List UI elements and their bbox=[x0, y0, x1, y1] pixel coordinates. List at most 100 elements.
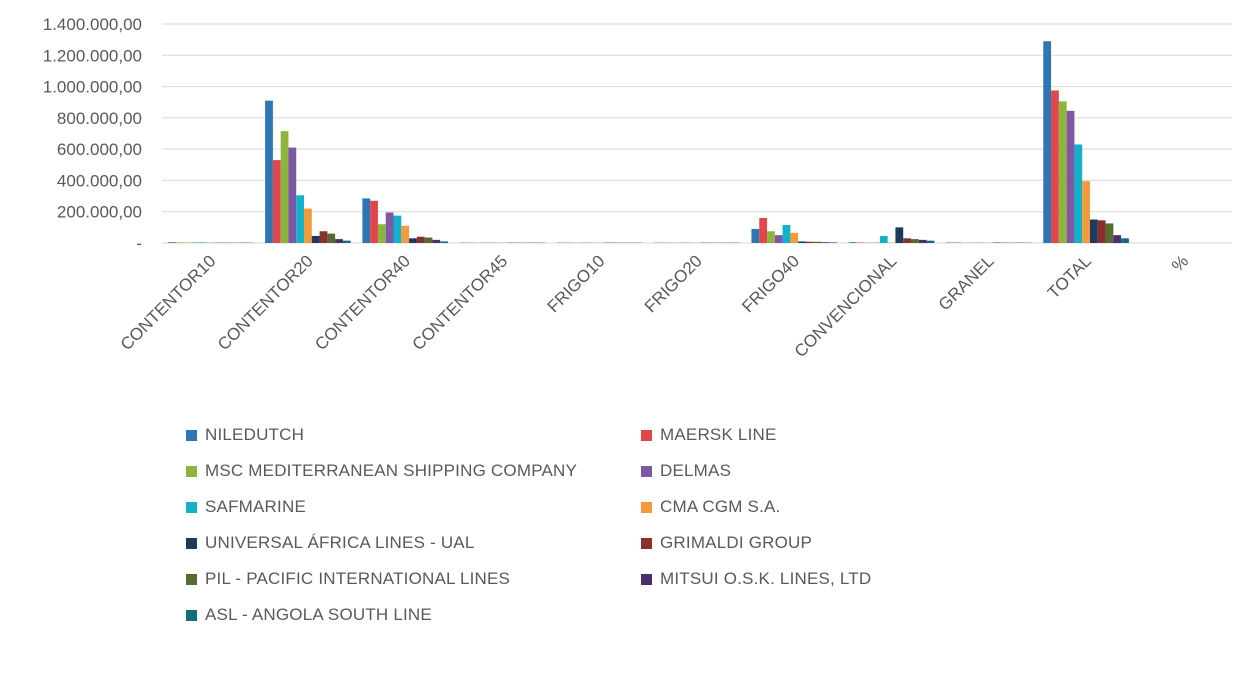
bar bbox=[198, 242, 207, 243]
bar bbox=[319, 231, 328, 243]
x-tick-label: CONTENTOR10 bbox=[117, 251, 220, 354]
bar bbox=[311, 235, 320, 243]
legend-swatch bbox=[641, 573, 652, 585]
bar bbox=[335, 239, 343, 243]
x-tick-label: CONTENTOR20 bbox=[214, 251, 317, 354]
bar bbox=[362, 198, 371, 243]
bar bbox=[265, 100, 273, 244]
x-tick-label: TOTAL bbox=[1044, 251, 1095, 302]
bar bbox=[759, 217, 768, 243]
legend-swatch bbox=[641, 465, 652, 477]
bar bbox=[1058, 101, 1067, 243]
bar bbox=[432, 239, 441, 243]
bar bbox=[895, 227, 904, 243]
y-tick-label: 1.400.000,00 bbox=[43, 15, 142, 34]
bar bbox=[280, 131, 289, 243]
bar bbox=[304, 208, 312, 243]
bar bbox=[401, 225, 410, 243]
bar bbox=[409, 238, 417, 243]
x-tick-label: % bbox=[1168, 251, 1192, 275]
bar bbox=[1097, 220, 1106, 243]
bar bbox=[370, 200, 378, 243]
y-tick-label: - bbox=[136, 234, 142, 253]
bar bbox=[751, 228, 760, 243]
bar bbox=[848, 242, 857, 243]
x-tick-label: CONTENTOR45 bbox=[409, 251, 512, 354]
bar bbox=[1066, 110, 1075, 243]
legend-label: SAFMARINE bbox=[205, 497, 306, 516]
bar bbox=[272, 160, 281, 243]
legend-item: SAFMARINE bbox=[186, 496, 306, 518]
legend-item: ASL - ANGOLA SOUTH LINE bbox=[186, 604, 432, 626]
bar bbox=[1113, 235, 1122, 243]
bar bbox=[790, 232, 799, 243]
x-tick-label: CONTENTOR40 bbox=[311, 251, 414, 354]
y-tick-label: 800.000,00 bbox=[57, 109, 142, 128]
bar bbox=[385, 212, 394, 243]
y-tick-label: 600.000,00 bbox=[57, 140, 142, 159]
legend-label: MSC MEDITERRANEAN SHIPPING COMPANY bbox=[205, 461, 578, 480]
bar bbox=[440, 241, 448, 243]
legend-label: MAERSK LINE bbox=[660, 425, 777, 444]
legend-swatch bbox=[186, 537, 197, 549]
legend-swatch bbox=[641, 537, 652, 549]
bar bbox=[926, 240, 935, 243]
legend-label: MITSUI O.S.K. LINES, LTD bbox=[660, 569, 872, 588]
bar bbox=[327, 233, 336, 243]
x-tick-label: GRANEL bbox=[935, 251, 998, 314]
bar bbox=[798, 241, 806, 243]
legend-label: NILEDUTCH bbox=[205, 425, 305, 444]
bar bbox=[821, 242, 830, 243]
legend-item: MITSUI O.S.K. LINES, LTD bbox=[641, 568, 871, 590]
legend-label: UNIVERSAL ÁFRICA LINES - UAL bbox=[205, 533, 475, 552]
legend-swatch bbox=[641, 429, 652, 441]
bar bbox=[296, 195, 305, 243]
bar bbox=[1089, 219, 1098, 243]
bar bbox=[1074, 144, 1083, 243]
legend-swatch bbox=[186, 465, 197, 477]
legend-item: DELMAS bbox=[641, 460, 731, 482]
bar bbox=[829, 242, 838, 243]
bar bbox=[1051, 90, 1059, 243]
x-tick-label: FRIGO20 bbox=[641, 251, 706, 316]
bar bbox=[424, 237, 433, 243]
x-tick-label: FRIGO40 bbox=[738, 251, 803, 316]
x-tick-label: CONVENCIONAL bbox=[791, 251, 901, 361]
bar bbox=[774, 235, 783, 243]
legend-swatch bbox=[641, 501, 652, 513]
bar bbox=[1121, 238, 1129, 243]
bar bbox=[911, 239, 919, 243]
plot-area: - 200.000,00 400.000,00 600.000,00 800.000,0… bbox=[43, 15, 1232, 361]
bar bbox=[342, 240, 351, 243]
bar bbox=[1043, 41, 1052, 244]
bar bbox=[805, 241, 814, 243]
bar bbox=[918, 239, 927, 243]
y-tick-label: 400.000,00 bbox=[57, 171, 142, 190]
bar bbox=[1082, 181, 1090, 243]
legend-label: ASL - ANGOLA SOUTH LINE bbox=[205, 605, 432, 624]
legend-swatch bbox=[186, 609, 197, 621]
bar bbox=[393, 215, 402, 243]
bar bbox=[782, 225, 791, 243]
legend-swatch bbox=[186, 501, 197, 513]
bar bbox=[879, 235, 888, 243]
y-tick-label: 200.000,00 bbox=[57, 203, 142, 222]
legend-item: CMA CGM S.A. bbox=[641, 496, 780, 518]
legend-label: CMA CGM S.A. bbox=[660, 497, 781, 516]
y-tick-label: 1.200.000,00 bbox=[43, 46, 142, 65]
bar bbox=[288, 147, 297, 243]
y-tick-label: 1.000.000,00 bbox=[43, 78, 142, 97]
bar bbox=[167, 242, 176, 243]
bar bbox=[903, 238, 911, 243]
legend-item: PIL - PACIFIC INTERNATIONAL LINES bbox=[186, 568, 510, 590]
legend-label: DELMAS bbox=[660, 461, 732, 480]
bar bbox=[813, 241, 822, 243]
legend-item: MSC MEDITERRANEAN SHIPPING COMPANY bbox=[186, 460, 577, 482]
legend-swatch bbox=[186, 429, 197, 441]
bar bbox=[416, 236, 425, 243]
bar bbox=[767, 231, 775, 243]
legend-label: PIL - PACIFIC INTERNATIONAL LINES bbox=[205, 569, 511, 588]
x-tick-label: FRIGO10 bbox=[544, 251, 609, 316]
legend-swatch bbox=[186, 573, 197, 585]
